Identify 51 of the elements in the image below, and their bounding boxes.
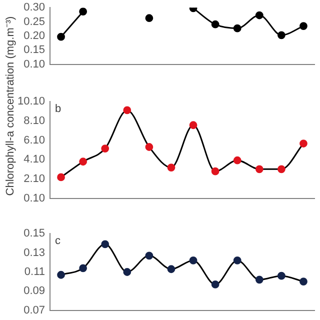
point — [277, 165, 286, 174]
point — [123, 106, 132, 114]
y-axis-title: Chlorophyll-a concentration (mg.m⁻³) — [4, 16, 16, 196]
y-tick-label: 0.10 — [24, 58, 45, 70]
point — [145, 252, 154, 260]
point — [255, 276, 264, 284]
point — [255, 165, 264, 174]
point — [167, 164, 176, 172]
point — [211, 280, 220, 288]
y-tick-label: 2.10 — [24, 173, 45, 186]
point — [255, 11, 264, 20]
point — [167, 265, 176, 274]
point — [277, 272, 286, 280]
point — [79, 158, 88, 166]
y-tick-label: 0.10 — [24, 192, 45, 204]
point — [57, 270, 65, 279]
point — [145, 143, 154, 151]
y-tick-label: 0.25 — [24, 16, 45, 28]
y-tick-label: 0.09 — [24, 285, 45, 298]
point — [101, 144, 110, 152]
point — [211, 20, 220, 28]
point — [189, 256, 198, 264]
point — [233, 156, 242, 164]
y-tick-label: 8.10 — [24, 114, 45, 127]
y-tick-label: 0.20 — [24, 30, 45, 42]
point — [145, 14, 154, 22]
point — [79, 8, 88, 16]
point — [57, 173, 65, 182]
y-tick-label: 0.11 — [24, 266, 45, 278]
point — [277, 31, 286, 40]
y-tick-label: 0.07 — [24, 304, 45, 316]
point — [233, 24, 242, 32]
point — [101, 240, 110, 248]
point — [211, 167, 220, 176]
y-tick-label: 6.10 — [24, 134, 45, 146]
point — [57, 32, 65, 41]
annotation: c — [55, 235, 61, 248]
point — [300, 278, 308, 286]
annotation: b — [55, 103, 62, 116]
point — [300, 140, 308, 148]
point — [123, 268, 132, 276]
point — [300, 22, 308, 30]
y-tick-label: 4.10 — [24, 154, 45, 166]
point — [189, 121, 198, 130]
y-tick-label: 10.10 — [17, 96, 45, 108]
y-tick-label: 0.13 — [24, 246, 45, 259]
y-tick-label: 0.15 — [24, 228, 45, 240]
y-tick-label: 0.30 — [24, 2, 45, 14]
point — [233, 256, 242, 264]
point — [79, 264, 88, 272]
y-tick-label: 0.15 — [24, 44, 45, 56]
